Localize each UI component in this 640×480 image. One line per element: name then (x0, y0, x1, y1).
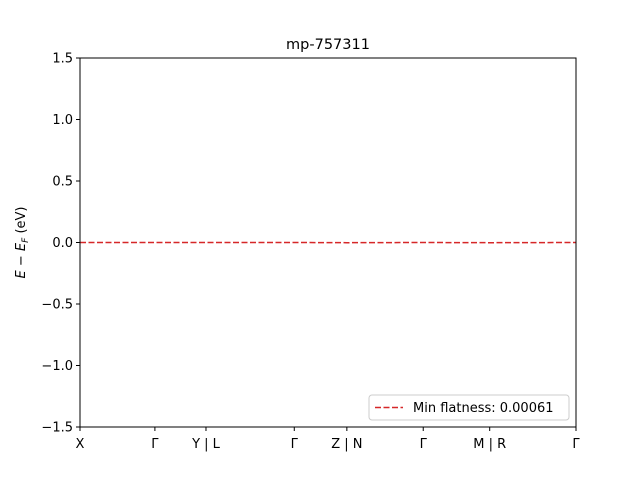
y-tick-label: 1.0 (52, 113, 73, 128)
x-tick-label: Y | L (191, 437, 221, 452)
x-tick-label: X (76, 437, 85, 452)
x-tick-label: Γ (572, 437, 580, 452)
y-tick-label: −0.5 (41, 298, 73, 313)
y-tick-label: −1.0 (41, 359, 73, 374)
x-tick-label: Z | N (331, 437, 362, 452)
x-axis: X Γ Y | L Γ Z | N Γ M | R Γ (76, 427, 580, 452)
y-axis: −1.5 −1.0 −0.5 0.0 0.5 1.0 1.5 (41, 52, 80, 436)
legend-box (368, 394, 570, 421)
x-tick-label: Γ (151, 437, 159, 452)
chart-title: mp-757311 (286, 37, 370, 53)
legend: Min flatness: 0.00061 (368, 394, 570, 421)
y-tick-label: −1.5 (41, 421, 73, 436)
y-tick-label: 1.5 (52, 52, 73, 67)
x-tick-label: Γ (291, 437, 299, 452)
y-tick-label: 0.0 (52, 236, 73, 251)
x-tick-label: M | R (473, 437, 506, 452)
legend-label: Min flatness: 0.00061 (413, 401, 554, 416)
x-tick-label: Γ (420, 437, 428, 452)
y-tick-label: 0.5 (52, 175, 73, 190)
y-axis-label: E − EF (eV) (14, 207, 31, 279)
